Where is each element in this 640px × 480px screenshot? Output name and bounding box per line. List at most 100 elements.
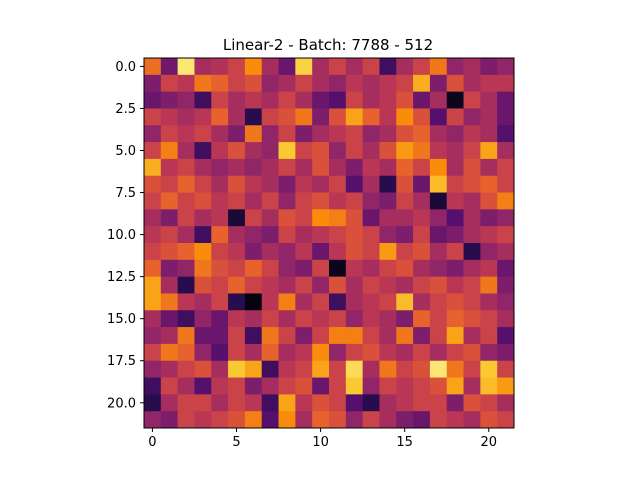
heatmap-cells — [144, 58, 515, 429]
heatmap-cell — [144, 142, 162, 160]
heatmap-cell — [295, 209, 313, 227]
heatmap-cell — [463, 226, 481, 244]
heatmap-cell — [463, 327, 481, 345]
heatmap-cell — [480, 91, 498, 109]
heatmap-cell — [396, 343, 414, 362]
heatmap-cell — [211, 158, 229, 177]
heatmap-cell — [261, 343, 279, 362]
heatmap-cell — [329, 192, 347, 210]
heatmap-cell — [278, 343, 296, 362]
heatmap-cell — [497, 310, 515, 328]
heatmap-cell — [396, 293, 414, 311]
heatmap-cell — [228, 276, 246, 294]
heatmap-cell — [379, 58, 397, 76]
heatmap-cell — [295, 58, 313, 76]
heatmap-cell — [497, 360, 515, 378]
heatmap-cell — [228, 158, 246, 177]
heatmap-cell — [463, 377, 481, 395]
heatmap-cell — [278, 209, 296, 227]
heatmap-cell — [160, 411, 178, 429]
heatmap-cell — [463, 192, 481, 210]
heatmap-cell — [261, 259, 279, 277]
heatmap-cell — [480, 377, 498, 395]
heatmap-cell — [345, 142, 363, 160]
heatmap-cell — [345, 243, 363, 261]
heatmap-cell — [463, 158, 481, 177]
heatmap-cell — [228, 125, 246, 143]
heatmap-cell — [177, 91, 195, 109]
heatmap-cell — [429, 175, 448, 193]
heatmap-cell — [362, 175, 380, 193]
heatmap-cell — [345, 293, 363, 311]
heatmap-cell — [244, 125, 263, 143]
heatmap-cell — [362, 327, 380, 345]
heatmap-cell — [413, 327, 431, 345]
heatmap-cell — [379, 343, 397, 362]
heatmap-cell — [379, 276, 397, 294]
heatmap-cell — [144, 327, 162, 345]
heatmap-cell — [278, 310, 296, 328]
heatmap-cell — [497, 259, 515, 277]
heatmap-cell — [177, 192, 195, 210]
heatmap-cell — [194, 192, 212, 210]
heatmap-cell — [295, 125, 313, 143]
heatmap-cell — [211, 226, 229, 244]
heatmap-cell — [177, 175, 195, 193]
heatmap-cell — [413, 377, 431, 395]
heatmap-cell — [312, 226, 330, 244]
heatmap-cell — [463, 276, 481, 294]
heatmap-cell — [413, 142, 431, 160]
heatmap-cell — [160, 74, 178, 92]
heatmap-cell — [211, 209, 229, 227]
heatmap-cell — [312, 276, 330, 294]
heatmap-cell — [312, 125, 330, 143]
heatmap-cell — [295, 243, 313, 261]
heatmap-cell — [446, 192, 464, 210]
heatmap-cell — [177, 327, 195, 345]
heatmap-cell — [497, 293, 515, 311]
heatmap-cell — [362, 91, 380, 109]
heatmap-cell — [329, 142, 347, 160]
x-tick-label: 20 — [480, 435, 497, 450]
heatmap-cell — [177, 360, 195, 378]
heatmap-cell — [480, 209, 498, 227]
heatmap-cell — [228, 377, 246, 395]
heatmap-cell — [261, 360, 279, 378]
heatmap-cell — [329, 226, 347, 244]
heatmap-cell — [312, 192, 330, 210]
heatmap-cell — [211, 327, 229, 345]
y-tick-label: 7.5 — [115, 186, 136, 201]
heatmap-cell — [362, 226, 380, 244]
heatmap-cell — [362, 293, 380, 311]
heatmap-cell — [194, 327, 212, 345]
heatmap-cell — [194, 293, 212, 311]
heatmap-cell — [160, 343, 178, 362]
heatmap-cell — [396, 360, 414, 378]
heatmap-cell — [261, 411, 279, 429]
heatmap-cell — [211, 192, 229, 210]
heatmap-cell — [194, 142, 212, 160]
heatmap-cell — [379, 377, 397, 395]
heatmap-cell — [244, 377, 263, 395]
heatmap-cell — [312, 175, 330, 193]
heatmap-cell — [160, 276, 178, 294]
heatmap-cell — [362, 142, 380, 160]
heatmap-cell — [244, 58, 263, 76]
heatmap-cell — [463, 74, 481, 92]
heatmap-cell — [194, 243, 212, 261]
heatmap-cell — [396, 175, 414, 193]
x-tick-label: 0 — [148, 435, 156, 450]
heatmap-cell — [446, 310, 464, 328]
heatmap-cell — [244, 108, 263, 126]
heatmap-cell — [446, 293, 464, 311]
heatmap-cell — [144, 411, 162, 429]
heatmap-cell — [345, 91, 363, 109]
heatmap-cell — [278, 226, 296, 244]
heatmap-cell — [446, 91, 464, 109]
heatmap-cell — [429, 310, 448, 328]
heatmap-cell — [379, 259, 397, 277]
heatmap-cell — [228, 327, 246, 345]
heatmap-cell — [429, 327, 448, 345]
heatmap-cell — [329, 377, 347, 395]
heatmap-cell — [160, 125, 178, 143]
